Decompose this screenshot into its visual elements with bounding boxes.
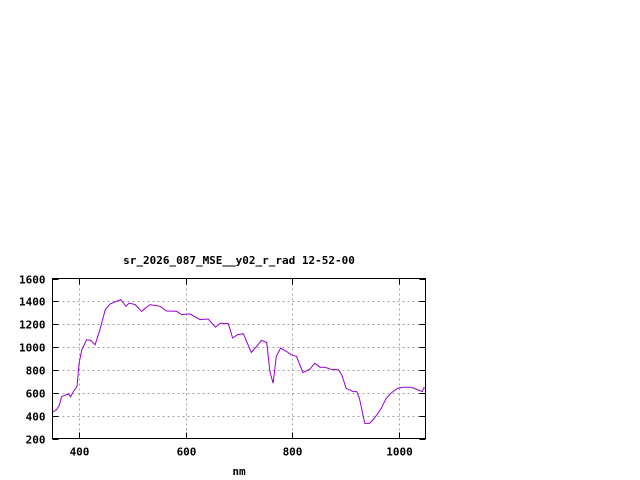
x-tick-label: 600 — [177, 446, 197, 459]
y-tick-label: 400 — [26, 411, 46, 424]
x-tick-label: 400 — [70, 446, 90, 459]
y-tick-label: 800 — [26, 365, 46, 378]
y-tick-label: 1600 — [19, 274, 46, 287]
x-tick-label: 800 — [283, 446, 303, 459]
axis-ticks: 200 400 600 800 1000 1200 1400 1600 400 600 800 100… — [19, 274, 426, 459]
plot-border — [52, 278, 426, 439]
y-tick-label: 200 — [26, 434, 46, 447]
y-tick-label: 1400 — [19, 296, 46, 309]
x-tick-label: 1000 — [386, 446, 413, 459]
x-axis-label: nm — [232, 465, 246, 478]
y-tick-label: 600 — [26, 388, 46, 401]
y-tick-label: 1000 — [19, 342, 46, 355]
grid — [52, 278, 426, 439]
y-tick-label: 1200 — [19, 319, 46, 332]
series-line — [52, 298, 426, 424]
chart-title: sr_2026_087_MSE__y02_r_rad 12-52-00 — [123, 254, 355, 267]
